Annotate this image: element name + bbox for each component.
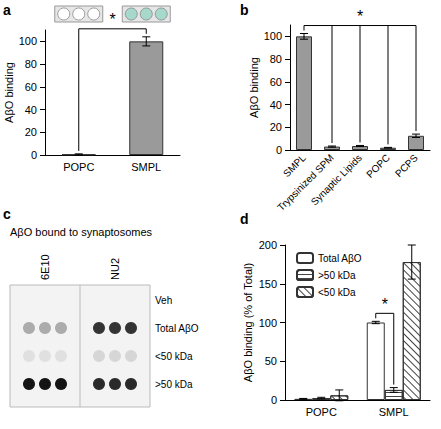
svg-text:*: * [109,11,115,28]
svg-text:80: 80 [270,53,282,65]
svg-text:100: 100 [264,30,282,42]
svg-text:Total AβO: Total AβO [318,253,362,264]
svg-text:0: 0 [271,394,277,406]
svg-text:6E10: 6E10 [39,254,51,280]
svg-text:a: a [3,2,11,18]
svg-text:80: 80 [25,58,37,70]
svg-text:AβO binding (% of Total): AβO binding (% of Total) [242,263,254,382]
svg-text:>50 kDa: >50 kDa [318,270,356,281]
svg-text:100: 100 [19,35,37,47]
svg-text:Total AβO: Total AβO [155,323,199,334]
svg-text:<50 kDa: <50 kDa [318,287,356,298]
svg-text:40: 40 [270,99,282,111]
svg-text:AβO bound to synaptosomes: AβO bound to synaptosomes [10,226,153,238]
svg-text:SMPL: SMPL [280,152,308,180]
svg-text:*: * [357,8,363,25]
svg-text:40: 40 [25,104,37,116]
svg-text:20: 20 [270,121,282,133]
svg-text:c: c [3,206,11,222]
svg-text:Trypsinized SPM: Trypsinized SPM [275,152,336,213]
svg-text:200: 200 [259,239,277,251]
svg-text:0: 0 [31,149,37,161]
svg-text:PCPS: PCPS [393,152,420,179]
svg-text:POPC: POPC [364,152,392,180]
svg-text:<50 kDa: <50 kDa [155,351,193,362]
svg-text:>50 kDa: >50 kDa [155,379,193,390]
svg-text:SMPL: SMPL [379,406,409,418]
svg-text:b: b [240,2,249,18]
svg-text:Synaptic Lipids: Synaptic Lipids [309,152,364,207]
svg-text:AβO binding: AβO binding [3,62,15,123]
svg-text:50: 50 [265,355,277,367]
svg-text:POPC: POPC [306,406,337,418]
svg-text:d: d [240,211,249,227]
svg-text:0: 0 [276,144,282,156]
svg-text:NU2: NU2 [109,258,121,280]
svg-text:20: 20 [25,126,37,138]
svg-text:POPC: POPC [63,161,94,173]
svg-text:AβO binding: AβO binding [248,57,260,118]
svg-text:60: 60 [25,81,37,93]
svg-text:Veh: Veh [155,295,172,306]
svg-text:60: 60 [270,76,282,88]
svg-text:SMPL: SMPL [131,161,161,173]
svg-text:100: 100 [259,317,277,329]
svg-text:*: * [382,296,388,313]
svg-text:150: 150 [259,278,277,290]
